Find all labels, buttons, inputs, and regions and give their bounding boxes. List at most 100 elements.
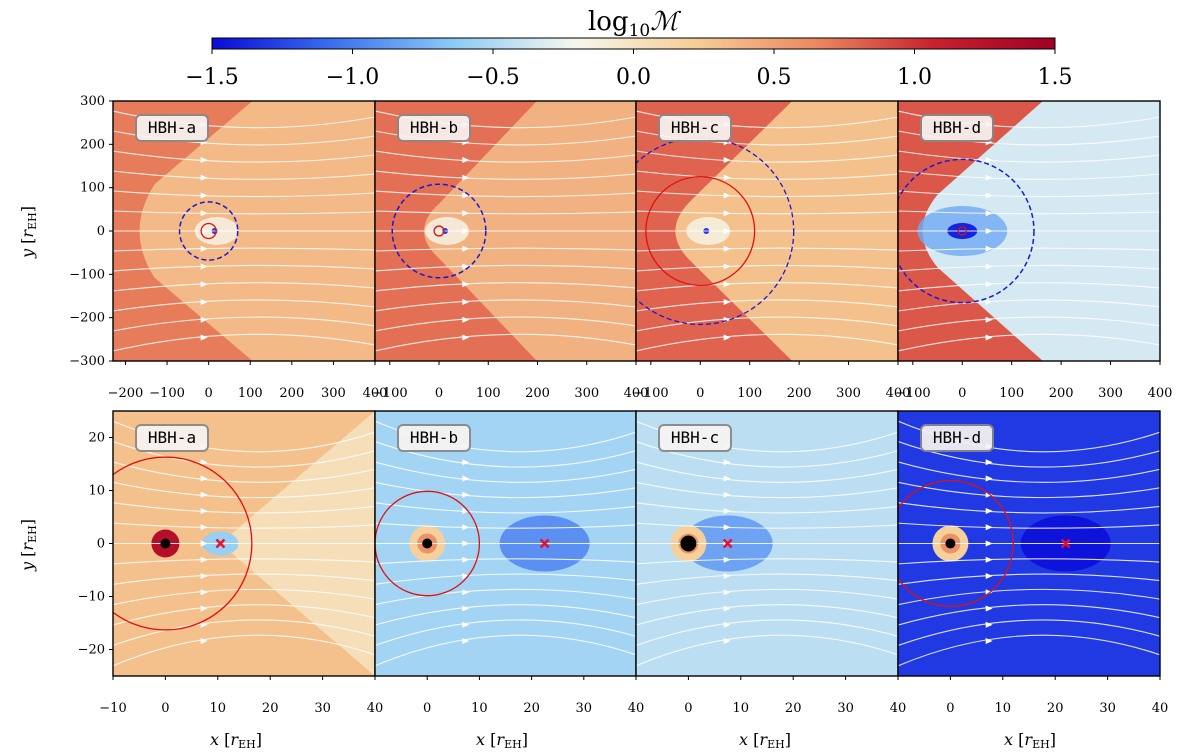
y-tick-label: 0 bbox=[97, 224, 105, 239]
streamline-arrow bbox=[985, 334, 993, 341]
streamline bbox=[636, 461, 898, 483]
x-tick-label: 200 bbox=[1049, 386, 1074, 401]
x-tick-label: 20 bbox=[523, 701, 540, 716]
sonic-radius-circle bbox=[375, 490, 481, 597]
streamline-arrow bbox=[462, 524, 470, 531]
streamline bbox=[113, 588, 375, 606]
streamline-arrow bbox=[985, 540, 993, 547]
panel-tag-box bbox=[658, 424, 732, 452]
y-tick-label: −10 bbox=[78, 590, 105, 605]
streamline bbox=[113, 558, 375, 565]
x-tick-label: 30 bbox=[576, 701, 593, 716]
streamline bbox=[898, 573, 1160, 585]
streamline-arrow bbox=[200, 192, 208, 199]
streamline bbox=[636, 170, 898, 180]
panel-tag-box bbox=[135, 114, 209, 142]
streamline-arrow bbox=[462, 299, 470, 305]
x-tick-label: 200 bbox=[787, 386, 812, 401]
streamline bbox=[636, 190, 898, 198]
streamline-arrow bbox=[723, 210, 731, 217]
black-hole bbox=[422, 538, 433, 549]
streamlines bbox=[898, 110, 1160, 352]
streamline bbox=[636, 333, 898, 352]
black-hole bbox=[160, 538, 171, 549]
x-tick-label: 10 bbox=[471, 701, 488, 716]
streamline-arrow bbox=[462, 638, 470, 645]
streamline-arrow bbox=[200, 459, 208, 466]
streamline bbox=[898, 481, 1160, 499]
x-axis-label-b: x [rEH] bbox=[476, 730, 528, 751]
streamline bbox=[898, 588, 1160, 606]
x-tick-label: 300 bbox=[836, 386, 861, 401]
streamline-arrow bbox=[200, 228, 208, 234]
streamline bbox=[636, 316, 898, 332]
streamline-arrow bbox=[462, 263, 470, 270]
streamline bbox=[375, 634, 636, 667]
colorbar-tick-label: −1.0 bbox=[326, 65, 379, 90]
streamline bbox=[113, 210, 375, 215]
x-tick-label: 0 bbox=[205, 386, 213, 401]
streamline-arrow bbox=[985, 228, 993, 234]
streamline bbox=[898, 333, 1160, 352]
x-tick-label: 100 bbox=[238, 386, 263, 401]
streamline bbox=[375, 619, 636, 646]
streamline bbox=[636, 481, 898, 499]
streamline-arrow bbox=[985, 556, 993, 563]
x-tick-label: 400 bbox=[624, 386, 649, 401]
panel-tag: HBH-d bbox=[933, 118, 981, 137]
x-tick-label: 20 bbox=[1047, 701, 1064, 716]
streamline-arrow bbox=[200, 540, 208, 547]
y-tick-label: 0 bbox=[97, 537, 105, 552]
streamline-arrow bbox=[723, 334, 731, 341]
y-tick-label: 10 bbox=[88, 484, 105, 499]
panel-top-hbh-d: HBH-d −100 0 100 200 300 400 bbox=[895, 100, 1172, 401]
streamline-arrow bbox=[723, 524, 731, 531]
streamline bbox=[113, 282, 375, 292]
panel-tag: HBH-b bbox=[410, 118, 458, 137]
x-tick-label: 30 bbox=[837, 701, 854, 716]
streamline bbox=[375, 190, 636, 198]
streamline-arrow bbox=[723, 281, 731, 288]
panel-tag-box bbox=[920, 424, 994, 452]
streamline-arrow bbox=[723, 621, 731, 628]
streamline bbox=[636, 210, 898, 215]
streamline-arrow bbox=[200, 524, 208, 531]
sonic-radius-circle bbox=[200, 222, 217, 240]
streamline-arrow bbox=[200, 621, 208, 628]
panel-tag: HBH-a bbox=[148, 118, 196, 137]
panel-tag-box bbox=[397, 114, 471, 142]
black-hole bbox=[680, 535, 697, 552]
sonic-radius-circle bbox=[113, 456, 253, 631]
x-tick-label: 0 bbox=[946, 701, 954, 716]
x-axis-labels: x [rEH] x [rEH] x [rEH] x [rEH] bbox=[210, 730, 1056, 751]
panel-tag-box bbox=[135, 424, 209, 452]
streamline-arrow bbox=[462, 459, 470, 466]
x-tick-label: −100 bbox=[149, 386, 185, 401]
sonic-radius-circle bbox=[957, 226, 967, 236]
y-tick-label: −20 bbox=[78, 643, 105, 658]
x-tick-label: 100 bbox=[737, 386, 762, 401]
colorbar-ticks: −1.5 −1.0 −0.5 0.0 0.5 1.0 1.5 bbox=[185, 49, 1073, 90]
x-tick-label: −100 bbox=[372, 386, 408, 401]
streamline bbox=[375, 461, 636, 483]
streamline bbox=[898, 150, 1160, 163]
panel-tag-box bbox=[920, 114, 994, 142]
streamline-arrow bbox=[462, 573, 470, 580]
streamline bbox=[375, 150, 636, 163]
stagnation-point-marker bbox=[539, 538, 550, 549]
x-axis-label-d: x [rEH] bbox=[1004, 730, 1056, 751]
panel-tag: HBH-b bbox=[410, 428, 458, 447]
x-tick-label: 200 bbox=[279, 386, 304, 401]
streamline bbox=[636, 299, 898, 312]
streamline-arrow bbox=[985, 621, 993, 628]
sonic-radius-circle bbox=[433, 225, 445, 237]
streamline bbox=[636, 247, 898, 252]
x-tick-label: 200 bbox=[525, 386, 550, 401]
streamline bbox=[898, 190, 1160, 198]
streamline-arrow bbox=[200, 573, 208, 580]
streamlines bbox=[898, 420, 1160, 667]
x-tick-label: 20 bbox=[262, 701, 279, 716]
streamline bbox=[636, 634, 898, 667]
streamline-arrow bbox=[200, 589, 208, 596]
x-tick-label: 10 bbox=[210, 701, 227, 716]
